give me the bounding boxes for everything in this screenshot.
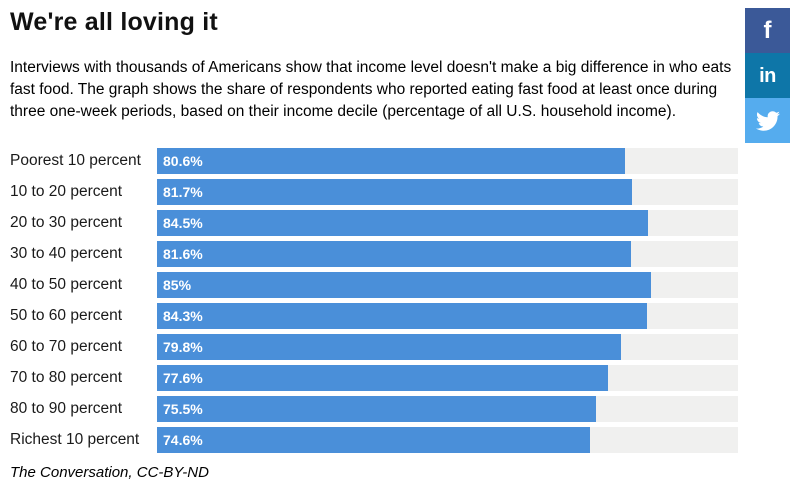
- linkedin-icon: in: [759, 64, 776, 87]
- bar-value-label: 84.5%: [163, 214, 203, 231]
- social-share-stack: f in: [745, 8, 790, 143]
- chart-description: Interviews with thousands of Americans s…: [10, 59, 732, 120]
- twitter-share-button[interactable]: [745, 98, 790, 143]
- bar-track: 81.6%: [157, 240, 738, 267]
- bar-value-label: 85%: [163, 276, 192, 293]
- chart-row: 70 to 80 percent 77.6%: [10, 362, 738, 393]
- bar-fill: 74.6%: [157, 426, 591, 453]
- chart-row: Poorest 10 percent 80.6%: [10, 145, 738, 176]
- bar-track: 84.3%: [157, 302, 738, 329]
- row-label: 50 to 60 percent: [10, 306, 123, 324]
- row-label: 10 to 20 percent: [10, 182, 123, 200]
- bar-fill: 81.6%: [157, 240, 632, 267]
- credit-line: The Conversation, CC-BY-ND: [10, 464, 209, 481]
- bar-value-label: 84.3%: [163, 307, 203, 324]
- bar-track: 75.5%: [157, 395, 738, 422]
- row-label: Richest 10 percent: [10, 430, 140, 448]
- bar-fill: 77.6%: [157, 364, 608, 391]
- row-label: 40 to 50 percent: [10, 275, 123, 293]
- bar-track: 77.6%: [157, 364, 738, 391]
- chart-row: 60 to 70 percent 79.8%: [10, 331, 738, 362]
- twitter-bird-icon: [755, 109, 780, 133]
- bar-fill: 75.5%: [157, 395, 596, 422]
- chart-row: Richest 10 percent 74.6%: [10, 424, 738, 455]
- bar-value-label: 74.6%: [163, 431, 203, 448]
- bar-value-label: 79.8%: [163, 338, 203, 355]
- bar-value-label: 80.6%: [163, 152, 203, 169]
- chart-row: 10 to 20 percent 81.7%: [10, 176, 738, 207]
- bar-fill: 80.6%: [157, 147, 626, 174]
- row-label: 70 to 80 percent: [10, 368, 123, 386]
- linkedin-share-button[interactable]: in: [745, 53, 790, 98]
- chart-row: 80 to 90 percent 75.5%: [10, 393, 738, 424]
- chart-row: 40 to 50 percent 85%: [10, 269, 738, 300]
- bar-value-label: 81.6%: [163, 245, 203, 262]
- row-label: 60 to 70 percent: [10, 337, 123, 355]
- bar-fill: 84.3%: [157, 302, 647, 329]
- bar-track: 74.6%: [157, 426, 738, 453]
- facebook-share-button[interactable]: f: [745, 8, 790, 53]
- chart-row: 30 to 40 percent 81.6%: [10, 238, 738, 269]
- bar-value-label: 77.6%: [163, 369, 203, 386]
- bar-track: 81.7%: [157, 178, 738, 205]
- chart-row: 50 to 60 percent 84.3%: [10, 300, 738, 331]
- chart-row: 20 to 30 percent 84.5%: [10, 207, 738, 238]
- row-label: 80 to 90 percent: [10, 399, 123, 417]
- bar-chart: Poorest 10 percent 80.6% 10 to 20 percen…: [10, 145, 738, 455]
- bar-fill: 84.5%: [157, 209, 648, 236]
- facebook-icon: f: [763, 16, 772, 44]
- page-title: We're all loving it: [10, 8, 218, 36]
- row-label: Poorest 10 percent: [10, 151, 141, 169]
- bar-track: 80.6%: [157, 147, 738, 174]
- bar-track: 85%: [157, 271, 738, 298]
- bar-value-label: 81.7%: [163, 183, 203, 200]
- row-label: 30 to 40 percent: [10, 244, 123, 262]
- bar-value-label: 75.5%: [163, 400, 203, 417]
- bar-track: 84.5%: [157, 209, 738, 236]
- row-label: 20 to 30 percent: [10, 213, 123, 231]
- bar-fill: 79.8%: [157, 333, 621, 360]
- bar-fill: 85%: [157, 271, 651, 298]
- bar-track: 79.8%: [157, 333, 738, 360]
- bar-fill: 81.7%: [157, 178, 632, 205]
